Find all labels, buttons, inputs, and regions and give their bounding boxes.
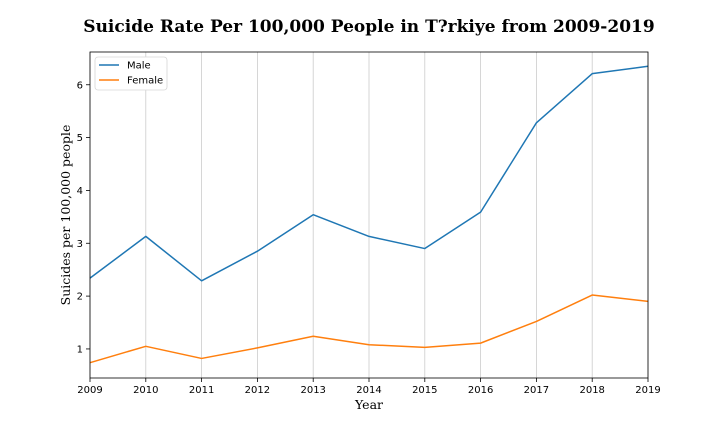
y-axis-ticks: 1 2 3 4 5 6 xyxy=(77,80,90,355)
legend-label-female: Female xyxy=(127,76,163,87)
x-axis-label: Year xyxy=(354,397,383,412)
y-axis-label: Suicides per 100,000 people xyxy=(58,125,73,306)
x-tick-label: 2015 xyxy=(412,385,437,396)
y-tick-label: 1 xyxy=(77,344,83,355)
legend-label-male: Male xyxy=(127,61,151,72)
y-tick-label: 4 xyxy=(77,186,83,197)
chart-title: Suicide Rate Per 100,000 People in T?rki… xyxy=(83,17,654,37)
x-tick-label: 2011 xyxy=(189,385,214,396)
grid-lines xyxy=(89,52,649,378)
legend: Male Female xyxy=(94,56,168,91)
x-tick-label: 2016 xyxy=(468,385,493,396)
x-tick-label: 2013 xyxy=(300,385,325,396)
y-tick-label: 2 xyxy=(77,292,83,303)
x-tick-label: 2014 xyxy=(356,385,381,396)
x-tick-label: 2018 xyxy=(579,385,604,396)
x-tick-label: 2019 xyxy=(635,385,660,396)
series-line-male xyxy=(89,65,649,282)
x-tick-label: 2009 xyxy=(77,385,102,396)
x-axis-ticks: 2009 2010 2011 2012 2013 2014 2015 2016 2017 2018… xyxy=(77,378,661,396)
y-tick-label: 5 xyxy=(77,133,83,144)
x-tick-label: 2017 xyxy=(524,385,549,396)
x-tick-label: 2012 xyxy=(245,385,270,396)
series-line-female xyxy=(89,294,649,364)
y-tick-label: 3 xyxy=(77,239,83,250)
x-tick-label: 2010 xyxy=(133,385,158,396)
y-tick-label: 6 xyxy=(77,80,83,91)
series-lines xyxy=(89,65,649,364)
